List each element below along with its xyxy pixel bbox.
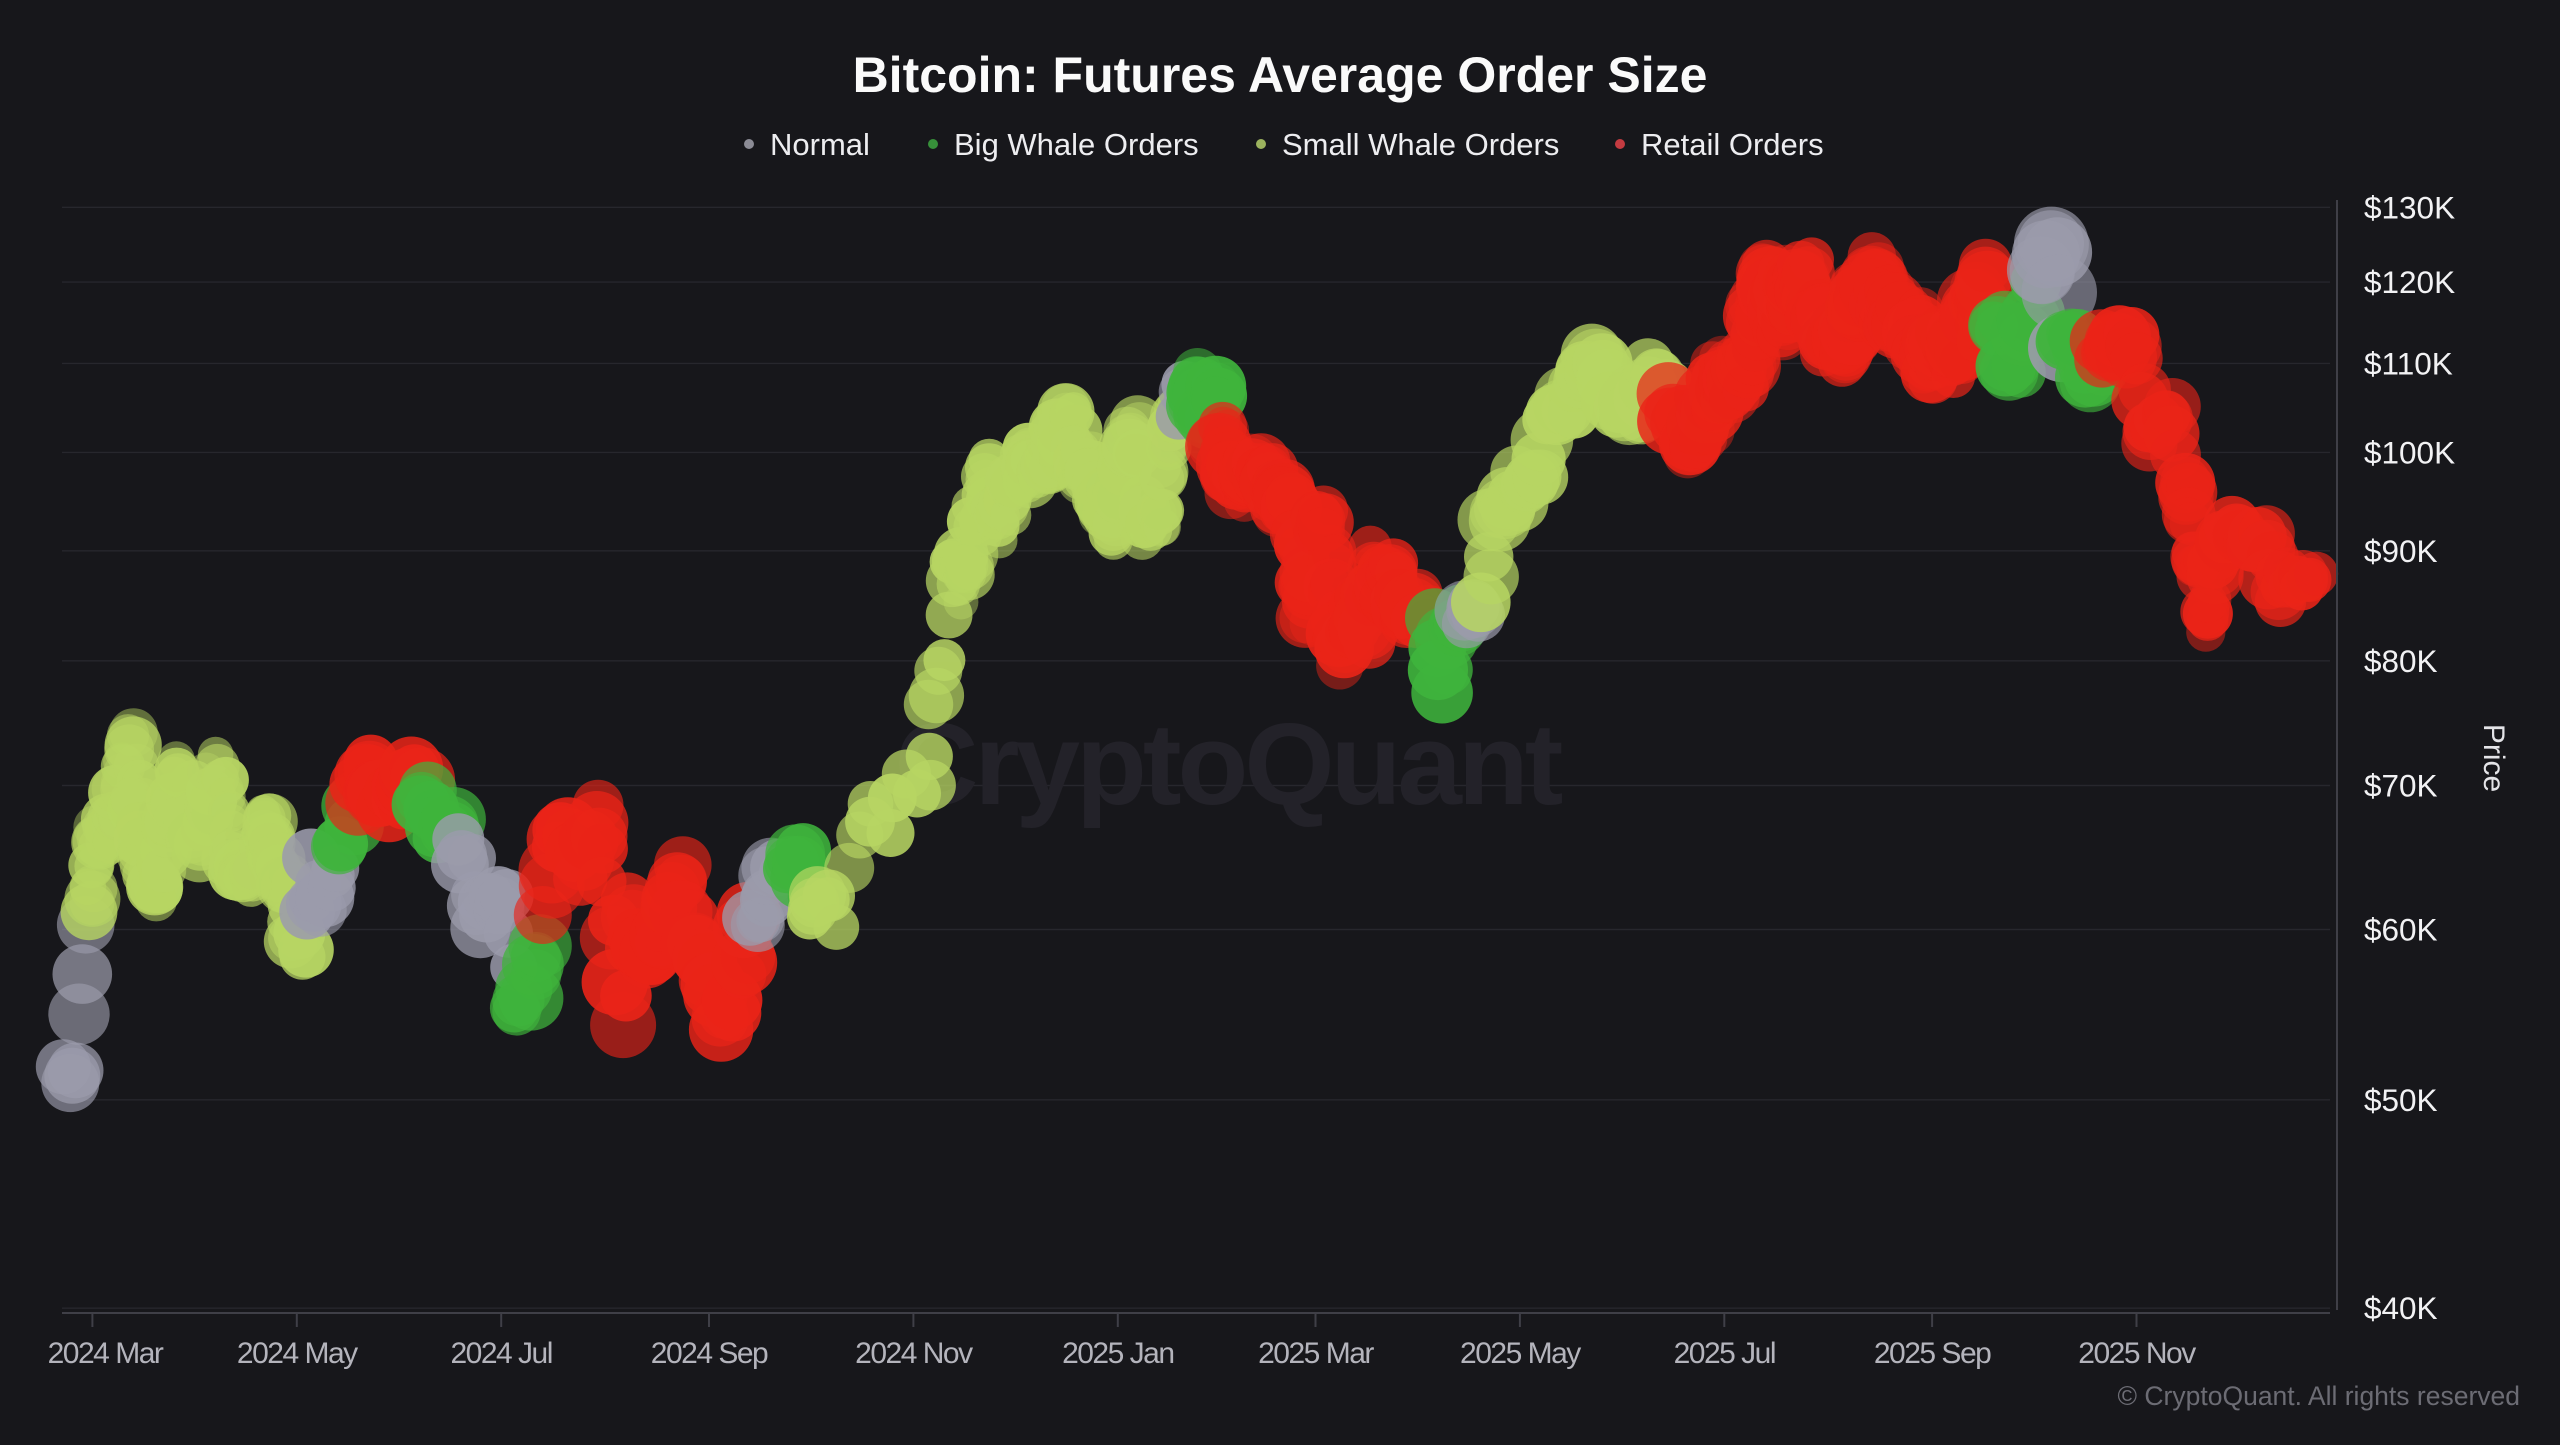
svg-text:2025 Mar: 2025 Mar: [1258, 1337, 1374, 1370]
svg-text:2025 Jul: 2025 Jul: [1674, 1337, 1775, 1370]
svg-text:CryptoQuant: CryptoQuant: [895, 699, 1563, 829]
svg-text:2025 Sep: 2025 Sep: [1874, 1337, 1991, 1370]
svg-text:2024 Nov: 2024 Nov: [855, 1337, 973, 1370]
svg-text:$50K: $50K: [2364, 1082, 2438, 1118]
svg-text:2025 May: 2025 May: [1460, 1337, 1581, 1370]
svg-text:2024 Jul: 2024 Jul: [450, 1337, 551, 1370]
svg-text:Bitcoin: Futures Average Order: Bitcoin: Futures Average Order Size: [853, 47, 1708, 103]
svg-text:$90K: $90K: [2364, 533, 2438, 569]
svg-text:$110K: $110K: [2364, 345, 2453, 381]
svg-text:$40K: $40K: [2364, 1290, 2438, 1326]
svg-text:2024 May: 2024 May: [237, 1337, 358, 1370]
svg-text:$60K: $60K: [2364, 912, 2438, 948]
svg-text:2025 Nov: 2025 Nov: [2078, 1337, 2196, 1370]
svg-text:Big Whale Orders: Big Whale Orders: [954, 127, 1199, 162]
svg-text:Price: Price: [2477, 724, 2510, 792]
svg-text:2024 Sep: 2024 Sep: [651, 1337, 768, 1370]
svg-text:$130K: $130K: [2364, 189, 2455, 225]
svg-text:$80K: $80K: [2364, 643, 2438, 679]
svg-text:Retail Orders: Retail Orders: [1641, 127, 1824, 162]
svg-text:Small Whale Orders: Small Whale Orders: [1282, 127, 1559, 162]
svg-text:2024 Mar: 2024 Mar: [48, 1337, 164, 1370]
svg-text:$70K: $70K: [2364, 768, 2438, 804]
svg-text:$120K: $120K: [2364, 264, 2455, 300]
svg-text:2025 Jan: 2025 Jan: [1062, 1337, 1173, 1370]
svg-text:© CryptoQuant. All rights rese: © CryptoQuant. All rights reserved: [2118, 1381, 2520, 1411]
svg-text:$100K: $100K: [2364, 434, 2455, 470]
svg-text:Normal: Normal: [770, 127, 870, 162]
